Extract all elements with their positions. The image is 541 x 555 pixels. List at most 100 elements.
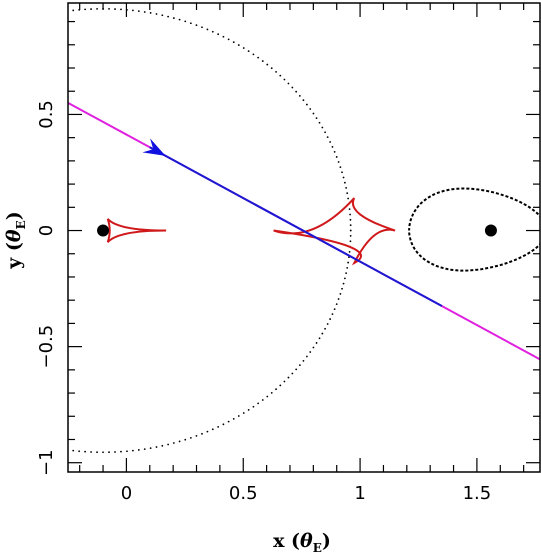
lens-mass-2 [484,224,497,237]
critical-curve-point [9,435,11,437]
critical-curve-point [302,359,305,362]
critical-curve-point [295,368,298,371]
x-axis-title: x (θE) [273,530,331,555]
caustic-large [273,197,396,266]
critical-curve-point [206,430,209,433]
critical-curve-point [270,67,273,70]
y-tick-label: −1 [36,449,57,476]
critical-curve-point [339,293,342,295]
critical-curve-point [161,444,164,447]
critical-curve-point [247,409,250,411]
critical-curve-point [211,30,214,33]
critical-curve-point [318,337,321,340]
critical-curve-point [315,342,318,344]
critical-curve-point [102,451,104,454]
critical-curve-point [305,355,308,358]
critical-curve-point [96,451,98,454]
critical-curve-point [349,224,352,227]
critical-curve-point [55,12,57,14]
critical-curve-point [283,78,286,81]
critical-curve-point [20,439,22,441]
critical-curve-point [9,24,11,26]
critical-curve-point [189,436,192,439]
critical-curve-point [348,208,351,211]
critical-curve-point [279,74,282,77]
critical-curve-point [114,8,116,10]
critical-curve-point [266,395,269,398]
critical-curve-point [349,218,352,221]
critical-curve-point [195,24,198,27]
critical-curve-point [270,392,273,394]
critical-curve-small [408,187,540,272]
critical-curve-point [167,15,170,18]
critical-curve-point [120,450,122,453]
critical-curve-point [227,420,230,423]
critical-curve-point [14,437,16,439]
critical-curve-point [126,450,128,453]
critical-curve-point [217,33,220,36]
trajectory-arrow [142,138,166,156]
critical-curve-point [321,332,324,335]
critical-curve-point [287,376,290,379]
critical-curve-point [337,298,340,300]
critical-curve-point [3,433,5,435]
critical-curve-point [333,308,336,311]
x-tick-label: 0 [121,483,132,504]
critical-curve-point [14,22,16,24]
critical-curve-point [155,446,158,448]
critical-curve-point [72,449,75,452]
critical-curve-point [172,17,175,19]
caustic-small [106,218,167,243]
critical-curve-point [252,53,255,56]
critical-curve-point [321,126,324,129]
critical-curve-point [349,229,352,232]
critical-curve-point [347,197,350,200]
critical-curve-point [84,8,87,11]
critical-curve-point [3,26,5,28]
critical-curve-point [143,11,146,13]
critical-curve-point [266,63,269,66]
critical-curve-point [84,450,87,453]
critical-curve-point [326,136,329,138]
plot-area [3,7,540,454]
critical-curve-point [132,9,134,12]
critical-curve-point [312,112,315,115]
critical-curve-point [43,445,45,447]
critical-curve-small-gap [407,187,540,273]
critical-curve-point [178,440,181,443]
critical-curve-point [335,303,338,306]
critical-curve-point [298,364,301,367]
critical-curve-point [37,16,39,18]
critical-curve-point [222,423,225,426]
critical-curve-point [342,176,345,179]
critical-curve-point [331,146,334,148]
critical-curve-point [20,20,22,22]
critical-curve-point [345,187,348,189]
critical-curve-point [329,141,332,143]
critical-curve-point [309,351,312,353]
critical-curve-point [349,240,352,243]
critical-curve-point [252,405,255,408]
critical-curve-point [343,277,346,280]
critical-curve-point [227,38,230,41]
critical-curve-point [275,388,277,391]
critical-curve-point [201,26,203,29]
critical-curve-point [161,14,164,17]
critical-curve-point [331,313,334,316]
critical-curve-point [349,234,352,237]
critical-curve-point [31,17,33,19]
critical-curve-point [26,441,28,443]
critical-curve-point [283,380,286,383]
critical-curve-point [232,417,235,420]
critical-curve-point [318,121,321,124]
critical-curve-point [345,272,348,275]
critical-curve-point [90,451,92,453]
critical-curve-point [232,41,235,44]
y-axis-title: y (θE) [3,211,28,270]
critical-curve-point [291,86,294,89]
y-tick-label: −0.5 [36,325,57,369]
critical-curve-point [324,131,326,134]
y-tick-label: 0.5 [36,100,57,129]
critical-curve-point [60,11,62,13]
critical-curve-point [206,28,209,31]
